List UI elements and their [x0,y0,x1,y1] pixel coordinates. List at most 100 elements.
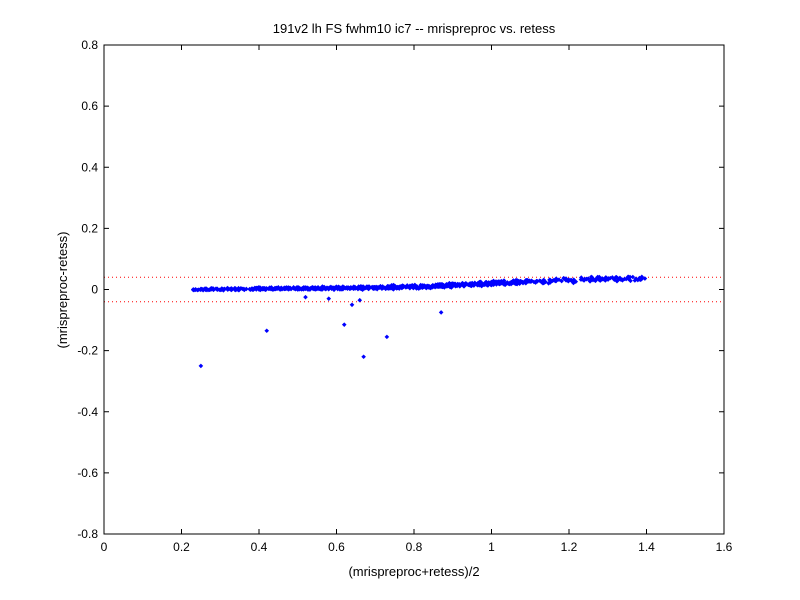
data-point [318,287,324,292]
data-point [404,284,410,290]
data-point [351,286,356,291]
data-point [417,285,423,291]
data-point [447,282,452,288]
x-tick-label: 0.8 [406,540,423,554]
data-point [241,286,247,292]
data-point [539,279,545,285]
data-point [500,280,505,286]
data-point [305,285,310,291]
data-point [610,275,615,280]
data-point [409,283,415,288]
chart-title: 191v2 lh FS fwhm10 ic7 -- mrispreproc vs… [273,21,556,36]
data-point [349,285,355,290]
data-point [442,285,447,290]
data-point [260,286,265,291]
data-point [622,276,627,282]
data-point [460,280,465,286]
data-point [492,280,498,285]
data-point [642,276,648,281]
data-point [386,284,392,289]
data-point [551,277,557,283]
data-point [543,279,548,285]
data-point [489,281,495,287]
data-point [420,283,425,288]
y-tick-label: -0.8 [77,527,98,541]
data-point [198,363,204,369]
data-point [534,278,539,284]
y-tick-label: 0 [91,283,98,297]
data-point [399,285,405,290]
y-axis-label: (mrispreproc-retess) [55,231,70,348]
data-point [361,284,366,290]
data-point [437,283,443,289]
data-point [310,285,315,290]
x-tick-label: 0.6 [328,540,345,554]
data-point [563,277,568,282]
data-point [496,281,502,287]
x-tick-label: 1.6 [716,540,733,554]
data-point [461,283,467,289]
y-tick-label: 0.4 [81,160,98,174]
data-point [593,278,598,284]
y-tick-label: -0.4 [77,405,98,419]
data-point [193,287,198,292]
data-point [504,280,510,285]
data-point [266,286,271,291]
data-point [326,286,331,292]
data-point [457,284,463,289]
x-axis-ticks: 0 0.2 0.4 0.6 0.8 1 1.2 1.4 1.6 [101,45,733,554]
data-point [355,286,361,291]
data-point [347,285,353,291]
data-point [639,277,644,282]
data-point [232,287,238,293]
x-tick-label: 0 [101,540,108,554]
data-point [306,287,311,292]
data-point [238,286,244,291]
y-tick-label: 0.6 [81,99,98,113]
data-point [313,285,318,290]
data-point [628,278,633,284]
data-point [434,284,440,290]
data-point [467,281,473,287]
data-point [247,286,252,292]
x-tick-label: 1 [488,540,495,554]
data-point [371,284,376,290]
data-point [494,282,499,287]
x-tick-label: 0.4 [251,540,268,554]
y-axis-ticks: -0.8 -0.6 -0.4 -0.2 0 0.2 0.4 0.6 0.8 [77,38,724,541]
data-point [523,277,529,283]
x-tick-label: 0.2 [173,540,190,554]
data-point [361,354,366,360]
data-point [438,281,444,287]
data-point [214,286,220,292]
data-point [485,283,491,288]
data-point [349,302,355,308]
data-point [229,286,234,291]
data-point [328,284,334,290]
data-point [321,285,327,291]
x-axis-label: (mrispreproc+retess)/2 [348,564,479,579]
data-point [479,283,484,289]
data-point [571,277,577,283]
data-point [291,285,296,290]
data-point [523,280,529,286]
x-tick-label: 1.4 [638,540,655,554]
y-tick-label: -0.6 [77,466,98,480]
data-point [444,281,450,287]
data-point [384,334,390,340]
data-point [288,286,294,291]
data-point [204,287,210,292]
data-point [250,287,256,292]
data-point [338,286,344,291]
data-point [454,283,460,289]
data-point [556,277,562,283]
data-point [452,283,458,288]
data-point [384,285,389,291]
data-point [469,280,475,286]
data-point [278,286,284,292]
data-point [449,283,455,288]
y-tick-label: -0.2 [77,344,98,358]
data-point [365,284,371,290]
data-point [191,287,196,293]
data-point [596,274,602,280]
